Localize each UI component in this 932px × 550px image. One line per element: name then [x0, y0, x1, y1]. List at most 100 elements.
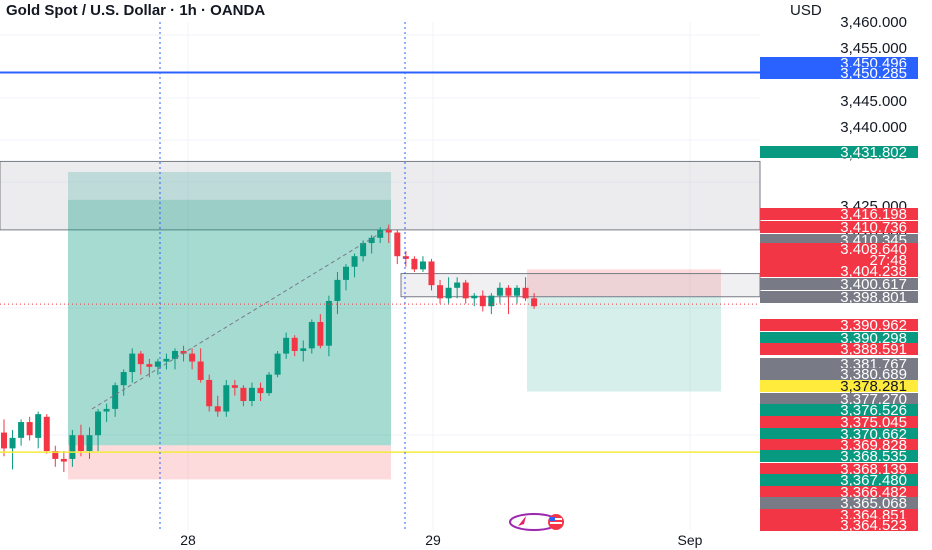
price-tag-label: 3,367.480 — [840, 472, 907, 489]
price-tag-label: 3,366.482 — [840, 484, 907, 501]
price-tag-label: 3,450.285 — [840, 65, 907, 82]
price-tag-label: 3,370.662 — [840, 426, 907, 443]
candle-body — [52, 451, 59, 459]
price-tag: 3,450.285 — [760, 65, 918, 82]
range-zone — [0, 160, 761, 231]
time-axis-label: 28 — [180, 532, 196, 548]
time-axis-label: 29 — [425, 532, 441, 548]
price-tag-label: 3,404.238 — [840, 263, 907, 280]
price-tag-background — [760, 57, 918, 69]
price-tag: 27:48 — [760, 252, 918, 269]
price-tag: 3,369.828 — [760, 437, 918, 454]
price-tag: 3,376.526 — [760, 402, 918, 419]
candle-body — [189, 353, 196, 362]
candle-body — [522, 287, 529, 299]
price-tag: 3,398.801 — [760, 289, 918, 306]
candle-body — [505, 287, 512, 296]
candle-body — [103, 408, 110, 412]
price-tags: 3,450.4963,450.2853,431.8023,416.1983,41… — [760, 55, 918, 534]
candle-body — [496, 287, 503, 296]
candle-body — [445, 287, 452, 299]
price-tag-label: 3,376.526 — [840, 402, 907, 419]
candle-body — [154, 361, 161, 367]
price-tag-background — [760, 509, 918, 521]
price-tag-label: 3,380.689 — [840, 366, 907, 383]
candle-body — [479, 295, 486, 307]
price-tag: 3,388.591 — [760, 341, 918, 358]
candle-body — [35, 414, 42, 438]
candle-body — [428, 261, 435, 286]
price-tag-background — [760, 208, 918, 220]
price-tag: 3,408.640 — [760, 241, 918, 258]
price-tag: 3,375.045 — [760, 414, 918, 431]
candle-body — [214, 406, 221, 412]
candle-body — [9, 437, 16, 449]
price-tag-label: 3,390.962 — [840, 317, 907, 334]
candle-body — [197, 361, 204, 380]
price-tag-background — [760, 343, 918, 355]
price-tag-background — [760, 439, 918, 451]
candle-body — [120, 372, 127, 386]
candle-body — [411, 258, 418, 270]
candle-body — [291, 337, 298, 351]
candle-body — [394, 232, 401, 257]
chart-grid — [0, 22, 760, 530]
candle-body — [308, 322, 315, 349]
price-tag-background — [760, 428, 918, 440]
drawings-layer[interactable] — [0, 160, 761, 480]
price-tag-background — [760, 416, 918, 428]
price-tag: 3,377.270 — [760, 391, 918, 408]
price-axis-label: 3,440.000 — [840, 119, 907, 136]
price-axis-label: 3,455.000 — [840, 40, 907, 57]
candle-body — [248, 387, 255, 401]
price-tag-background — [760, 393, 918, 405]
price-tag-label: 3,365.068 — [840, 495, 907, 512]
candle-body — [95, 411, 102, 436]
candle-body — [317, 322, 324, 346]
candle-body — [377, 229, 384, 238]
candle-body — [240, 387, 247, 401]
candle-body — [351, 256, 358, 267]
overlay-layer — [0, 22, 760, 530]
price-tag-background — [760, 67, 918, 79]
price-tag-label: 3,416.198 — [840, 206, 907, 223]
candle-body — [368, 237, 375, 244]
candle-body — [514, 287, 520, 296]
price-tag-background — [760, 319, 918, 331]
price-tag-background — [760, 146, 918, 158]
time-axis-label: Sep — [678, 532, 703, 548]
candle-body — [77, 435, 84, 452]
price-tag: 3,367.480 — [760, 472, 918, 489]
price-tag-background — [760, 254, 918, 266]
candles-layer — [1, 224, 538, 473]
price-tag: 3,370.662 — [760, 426, 918, 443]
candle-body — [488, 295, 495, 307]
candle-body — [206, 379, 213, 407]
chart-title: Gold Spot / U.S. Dollar · 1h · OANDA — [6, 2, 266, 19]
candle-body — [86, 435, 93, 452]
candle-body — [360, 243, 367, 257]
price-tag: 3,364.523 — [760, 517, 918, 534]
price-tag: 3,368.139 — [760, 461, 918, 478]
candle-body — [462, 282, 469, 299]
price-tag: 3,390.962 — [760, 317, 918, 334]
price-tag-label: 3,378.281 — [840, 378, 907, 395]
price-tag-label: 3,388.591 — [840, 341, 907, 358]
price-tag: 3,390.298 — [760, 330, 918, 347]
short-target-area — [527, 296, 721, 392]
price-tag-label: 3,390.298 — [840, 330, 907, 347]
candle-body — [163, 358, 170, 362]
candle-body — [257, 387, 264, 394]
candle-body — [266, 374, 273, 394]
price-tag-label: 3,398.801 — [840, 289, 907, 306]
price-tag-background — [760, 291, 918, 303]
currency-label: USD — [790, 2, 822, 19]
price-tag: 3,400.617 — [760, 276, 918, 293]
price-tag-label: 3,410.736 — [840, 219, 907, 236]
candle-body — [60, 458, 67, 462]
candle-body — [437, 285, 444, 299]
candle-body — [283, 337, 290, 354]
candle-body — [26, 422, 33, 436]
trend-line — [91, 226, 391, 410]
